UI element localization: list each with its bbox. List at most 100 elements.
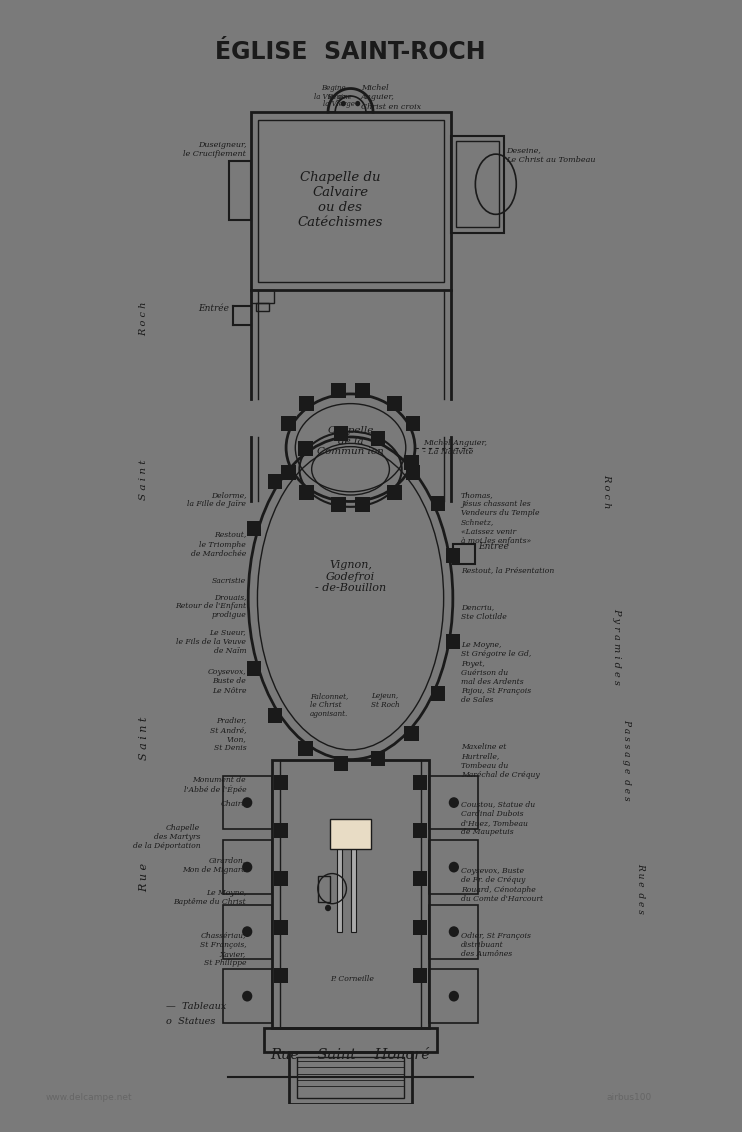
Bar xyxy=(371,751,385,765)
Circle shape xyxy=(242,990,252,1002)
Bar xyxy=(252,290,274,302)
Circle shape xyxy=(449,797,459,808)
Bar xyxy=(430,775,479,830)
Bar xyxy=(387,484,401,499)
Bar xyxy=(332,383,346,398)
Bar xyxy=(453,544,476,564)
Bar xyxy=(229,161,252,220)
Text: Chapelle
de la
Commun ion: Chapelle de la Commun ion xyxy=(317,427,384,456)
Bar xyxy=(405,465,420,480)
Text: —  Tableaux: — Tableaux xyxy=(166,1002,227,1011)
Bar xyxy=(430,969,479,1023)
Bar xyxy=(274,774,288,790)
Text: Entrée: Entrée xyxy=(479,542,510,551)
Text: Le Moyne,
Baptême du Christ: Le Moyne, Baptême du Christ xyxy=(174,889,246,906)
Bar xyxy=(223,775,272,830)
Circle shape xyxy=(242,861,252,873)
Text: Vignon,
Godefroi
- de-Bouillon: Vignon, Godefroi - de-Bouillon xyxy=(315,560,386,593)
Text: Deseine,
Le Christ au Tombeau: Deseine, Le Christ au Tombeau xyxy=(506,146,596,164)
Bar xyxy=(298,740,312,756)
Text: Begine
la Vierge: Begine la Vierge xyxy=(314,84,346,102)
Text: S a i n t: S a i n t xyxy=(139,717,149,760)
Bar xyxy=(299,396,314,411)
Bar xyxy=(281,415,295,430)
Text: Delorme,
la Fille de Jaïre: Delorme, la Fille de Jaïre xyxy=(187,491,246,508)
Text: Coysevox, Buste
de Fr. de Créquy
Rouard, Cénotaphe
du Comte d'Harcourt: Coysevox, Buste de Fr. de Créquy Rouard,… xyxy=(461,867,543,902)
Text: Coysevox,
Buste de
Le Nôtre: Coysevox, Buste de Le Nôtre xyxy=(208,668,246,695)
Bar xyxy=(268,708,283,723)
Bar xyxy=(430,496,445,511)
Bar xyxy=(298,1057,404,1098)
Bar xyxy=(413,774,427,790)
Circle shape xyxy=(449,861,459,873)
Circle shape xyxy=(242,926,252,937)
Text: Dencriu,
Ste Clotilde: Dencriu, Ste Clotilde xyxy=(461,603,507,620)
Text: Rue    Saint    Honoré: Rue Saint Honoré xyxy=(271,1048,430,1062)
Bar xyxy=(274,920,288,935)
Bar xyxy=(451,136,504,233)
Bar xyxy=(298,440,312,456)
Bar xyxy=(413,968,427,984)
Text: Odier, St François
distribuant
des Aumônes: Odier, St François distribuant des Aumôn… xyxy=(461,932,531,958)
Bar xyxy=(252,112,451,290)
Bar xyxy=(263,1029,438,1052)
Text: Le Sueur,
le Fils de la Veuve
de Naïm: Le Sueur, le Fils de la Veuve de Naïm xyxy=(177,628,246,654)
Text: Chapelle
des Martyrs
de la Déportation: Chapelle des Martyrs de la Déportation xyxy=(133,824,200,850)
Bar xyxy=(247,661,261,676)
Text: Maxeline et
Hurtrelle,
Tombeau du
Maréchal de Créquy: Maxeline et Hurtrelle, Tombeau du Maréch… xyxy=(461,744,539,779)
Bar xyxy=(337,846,342,932)
Bar xyxy=(413,823,427,838)
Text: Sacristie: Sacristie xyxy=(212,577,246,585)
Bar xyxy=(289,1052,412,1104)
Bar xyxy=(355,383,370,398)
Text: Begine: Begine xyxy=(327,93,352,101)
Bar xyxy=(280,760,421,1029)
Bar xyxy=(387,396,401,411)
Bar xyxy=(299,484,314,499)
Circle shape xyxy=(325,904,331,911)
Bar xyxy=(281,465,295,480)
Text: la Vierge: la Vierge xyxy=(324,101,355,109)
Text: Chapelle du
Calvaire
ou des
Catéchismes: Chapelle du Calvaire ou des Catéchismes xyxy=(298,171,383,230)
Bar xyxy=(350,846,355,932)
Bar xyxy=(446,634,461,649)
Text: P y r a m i d e s: P y r a m i d e s xyxy=(612,608,621,685)
Circle shape xyxy=(341,101,346,106)
Text: Duseigneur,
le Crucifiement: Duseigneur, le Crucifiement xyxy=(183,142,246,158)
Text: R u e  d e s: R u e d e s xyxy=(637,864,646,914)
Bar xyxy=(350,846,355,932)
Bar xyxy=(247,521,261,535)
Text: P. Corneille: P. Corneille xyxy=(330,975,374,983)
Text: www.delcampe.net: www.delcampe.net xyxy=(46,1094,132,1101)
Text: Chaire: Chaire xyxy=(220,800,246,808)
Bar xyxy=(330,818,371,849)
Text: Entrée: Entrée xyxy=(198,303,229,312)
Bar xyxy=(413,920,427,935)
Bar xyxy=(404,727,418,741)
Text: ÉGLISE  SAINT-ROCH: ÉGLISE SAINT-ROCH xyxy=(215,40,486,65)
Bar xyxy=(456,142,499,228)
Text: Falconnet,
le Christ
agonisant.: Falconnet, le Christ agonisant. xyxy=(309,692,348,718)
Bar xyxy=(430,686,445,701)
Text: R u e: R u e xyxy=(139,864,149,892)
Bar xyxy=(413,872,427,886)
Text: Girardon,
Mon de Mignard: Girardon, Mon de Mignard xyxy=(182,857,246,874)
Text: Pradier,
St André,
Vion,
St Denis: Pradier, St André, Vion, St Denis xyxy=(210,717,246,752)
Bar xyxy=(334,426,349,440)
Bar xyxy=(404,455,418,470)
Bar xyxy=(337,846,342,932)
Bar xyxy=(334,756,349,771)
Text: Restout, la Présentation: Restout, la Présentation xyxy=(461,566,554,574)
Bar xyxy=(430,840,479,894)
Circle shape xyxy=(449,990,459,1002)
Text: Thomas,
Jésus chassant les
Vendeurs du Temple
Schnetz,
«Laissez venir
à moi les : Thomas, Jésus chassant les Vendeurs du T… xyxy=(461,491,539,544)
Text: P a s s a g e  d e s: P a s s a g e d e s xyxy=(623,719,631,800)
Circle shape xyxy=(355,101,361,106)
Text: Drouais,
Retour de l'Enfant
prodigue: Drouais, Retour de l'Enfant prodigue xyxy=(175,593,246,619)
Text: airbus100: airbus100 xyxy=(606,1094,651,1101)
Text: R o c h: R o c h xyxy=(139,301,148,336)
Bar xyxy=(258,120,444,282)
Bar xyxy=(272,760,430,1029)
Bar xyxy=(318,876,330,901)
Text: o  Statues: o Statues xyxy=(166,1017,216,1026)
